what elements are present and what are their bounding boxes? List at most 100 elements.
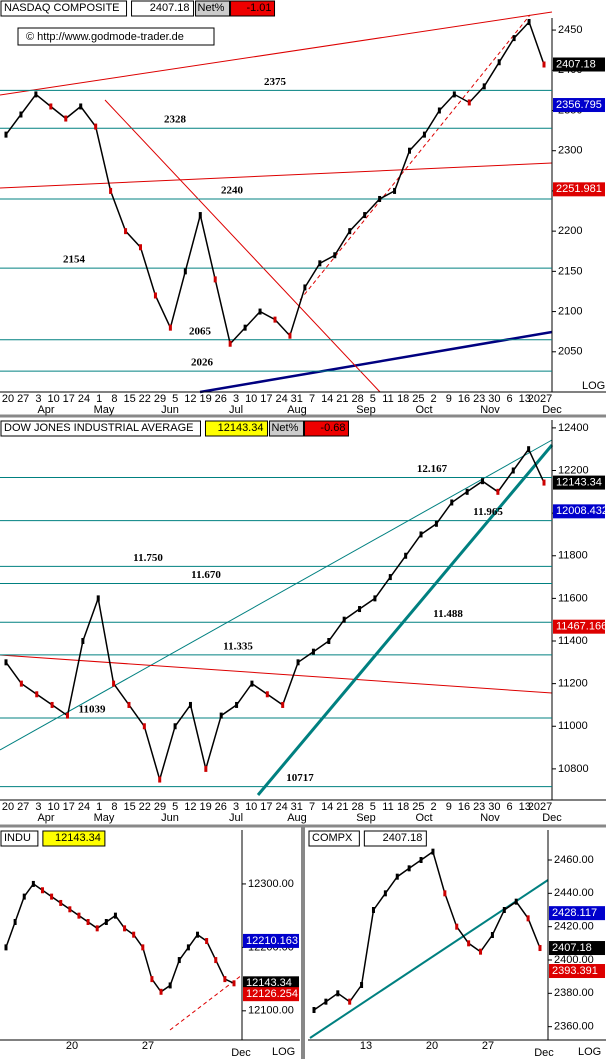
x-tick-label: 30 <box>488 801 500 813</box>
price-tag <box>549 906 605 921</box>
price-bar <box>363 212 367 219</box>
x-tick-label: 5 <box>172 801 178 813</box>
last-value: 2407.18 <box>150 2 190 14</box>
price-bar <box>303 284 307 291</box>
price-line <box>5 882 235 993</box>
x-tick-label: 27 <box>482 1040 494 1052</box>
price-bar <box>132 931 136 938</box>
price-bar <box>526 915 530 922</box>
x-tick-label: 27 <box>17 393 29 405</box>
price-bar <box>113 912 117 919</box>
price-bar <box>86 918 90 925</box>
log-label: LOG <box>582 380 605 392</box>
price-bar <box>336 990 340 997</box>
level-label: 11039 <box>79 703 106 715</box>
x-tick-label: 31 <box>291 393 303 405</box>
price-bar <box>40 887 44 894</box>
x-tick-label: 17 <box>260 393 272 405</box>
x-tick-label: 13 <box>360 1040 372 1052</box>
price-bar <box>542 61 546 68</box>
x-tick-label: 6 <box>507 801 513 813</box>
month-label: Jun <box>161 404 179 416</box>
x-tick-label: 16 <box>458 393 470 405</box>
price-bar <box>79 103 83 110</box>
y-tick-label: 12200 <box>558 464 589 476</box>
last-value: 12143.34 <box>218 422 264 434</box>
price-bar <box>19 680 23 687</box>
net-label: Net% <box>271 422 298 434</box>
price-tag <box>553 619 605 634</box>
x-tick-label: 30 <box>488 393 500 405</box>
x-tick-label: 22 <box>139 393 151 405</box>
x-tick-label: 9 <box>446 801 452 813</box>
price-tag-label: 12008.432 <box>556 505 606 517</box>
price-bar <box>258 308 262 315</box>
price-bar <box>383 890 387 897</box>
trend-line <box>199 330 553 394</box>
month-label: Aug <box>287 404 307 416</box>
price-bar <box>228 340 232 347</box>
price-tag-label: 12126.254 <box>246 988 298 1000</box>
price-tag-label: 2407.18 <box>552 942 592 954</box>
trend-line <box>0 654 553 694</box>
x-tick-label: 20 <box>2 801 14 813</box>
y-tick-label: 2360.00 <box>554 1021 594 1033</box>
copyright-box <box>17 27 215 46</box>
price-bar <box>527 19 531 26</box>
x-tick-label: 21 <box>336 801 348 813</box>
price-bar <box>243 324 247 331</box>
last-box <box>42 830 106 847</box>
y-tick-label: 2100 <box>558 305 582 317</box>
price-bar <box>50 701 54 708</box>
y-tick-label: 12400 <box>558 422 589 434</box>
price-bar <box>514 898 518 905</box>
price-bar <box>419 857 423 863</box>
copyright: © http://www.godmode-trader.de <box>26 31 184 43</box>
price-bar <box>538 945 542 952</box>
x-tick-label: 13 <box>519 801 531 813</box>
price-bar <box>467 99 471 106</box>
x-tick-label: 3 <box>35 801 41 813</box>
x-tick-label: 12 <box>184 393 196 405</box>
price-tag <box>549 941 605 956</box>
last-box <box>131 0 195 17</box>
price-bar <box>443 890 447 897</box>
price-bar <box>4 944 8 951</box>
month-label: Nov <box>480 404 500 416</box>
price-bar <box>142 723 146 730</box>
price-bar <box>371 907 375 913</box>
price-bar <box>204 765 208 772</box>
level-label: 2065 <box>189 325 212 337</box>
x-tick-label: 11 <box>382 393 393 405</box>
price-bar <box>250 680 254 687</box>
level-label: 2154 <box>63 254 86 266</box>
price-tag-label: 2407.18 <box>556 58 596 70</box>
x-tick-label: 10 <box>245 393 257 405</box>
level-label: 11.965 <box>473 506 503 518</box>
x-tick-label: 23 <box>473 393 485 405</box>
price-bar <box>139 244 142 251</box>
price-bar <box>407 865 411 872</box>
net-value: -0.68 <box>320 422 345 434</box>
price-bar <box>437 107 441 114</box>
price-tag <box>243 987 299 1002</box>
price-bar <box>150 976 154 983</box>
price-bar <box>490 932 494 938</box>
price-bar <box>4 131 8 138</box>
price-bar <box>34 91 38 98</box>
price-tag-label: 12143.34 <box>556 476 602 488</box>
price-bar <box>64 115 68 122</box>
price-tag-label: 2356.795 <box>556 99 602 111</box>
price-bar <box>333 252 337 259</box>
price-bar <box>127 701 131 708</box>
price-bar <box>186 944 190 951</box>
y-tick-label: 2460.00 <box>554 854 594 866</box>
index-name: DOW JONES INDUSTRIAL AVERAGE <box>4 422 193 434</box>
x-tick-label: 27 <box>142 1040 154 1052</box>
net-label: Net% <box>198 2 225 14</box>
x-tick-label: 1 <box>96 393 102 405</box>
price-bar <box>422 131 426 138</box>
header-box <box>0 420 201 437</box>
price-bar <box>497 59 501 66</box>
price-bar <box>265 691 269 698</box>
